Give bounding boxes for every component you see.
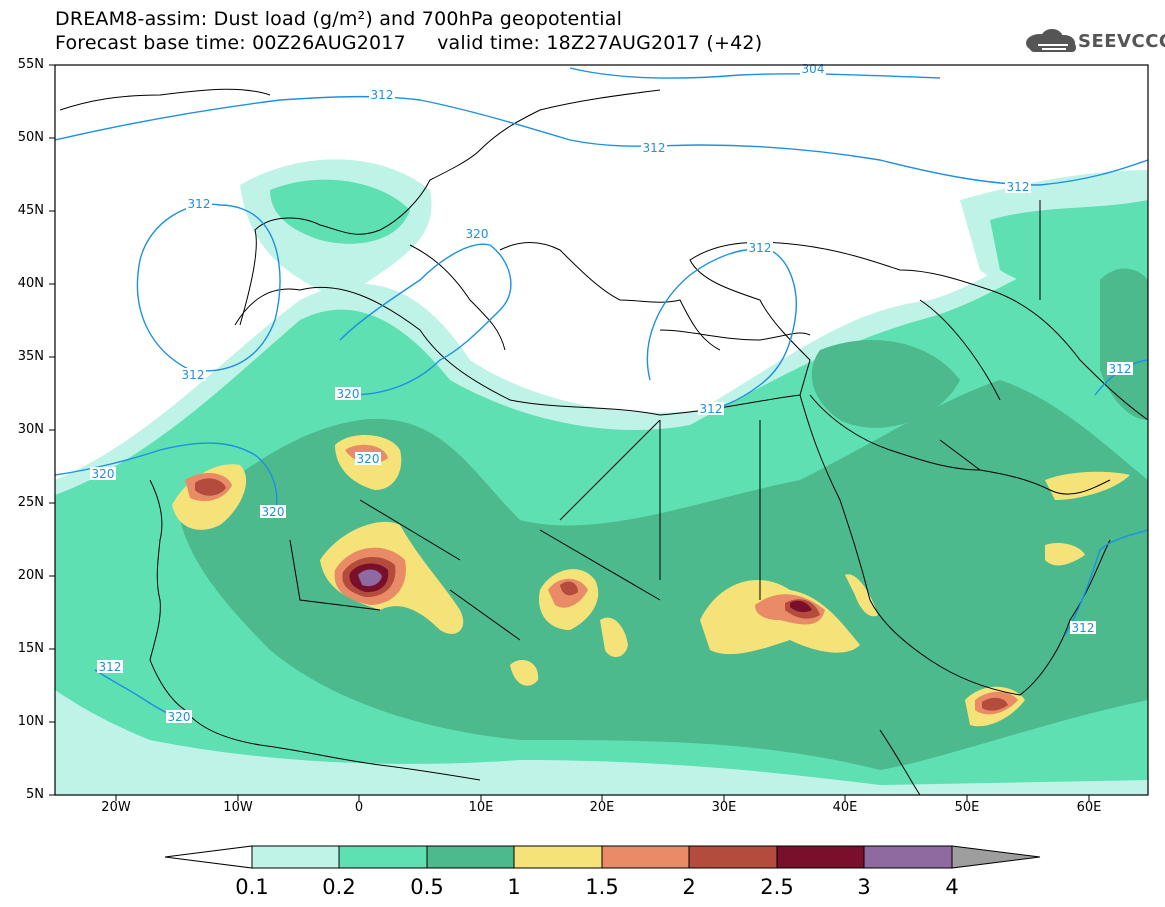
- contour-label: 312: [749, 241, 772, 255]
- lat-label: 5N: [26, 787, 44, 802]
- logo-text: SEEVCCC: [1078, 31, 1165, 52]
- geopotential-contours: [55, 67, 1148, 723]
- colorbar-label: 0.2: [322, 875, 356, 899]
- colorbar-label: 1: [507, 875, 521, 899]
- forecast-times: Forecast base time: 00Z26AUG2017 valid t…: [55, 32, 763, 54]
- lat-label: 20N: [17, 568, 44, 583]
- lat-label: 40N: [17, 276, 44, 291]
- lat-label: 45N: [17, 203, 44, 218]
- contour-label: 312: [1007, 180, 1030, 194]
- contour-label: 304: [802, 62, 825, 76]
- contour-label: 312: [700, 402, 723, 416]
- lon-label: 20E: [589, 800, 615, 815]
- contour-label: 320: [168, 710, 191, 724]
- lon-label: 50E: [954, 800, 980, 815]
- lon-label: 20W: [101, 800, 131, 815]
- lon-label: 40E: [832, 800, 858, 815]
- colorbar-label: 0.5: [410, 875, 444, 899]
- lon-label: 10W: [223, 800, 253, 815]
- lon-label: 60E: [1076, 800, 1102, 815]
- lat-label: 55N: [17, 57, 44, 72]
- contour-label: 312: [182, 368, 205, 382]
- axis-ticks: [49, 64, 1090, 801]
- lat-label: 25N: [17, 495, 44, 510]
- lat-label: 30N: [17, 422, 44, 437]
- contour-label: 320: [92, 467, 115, 481]
- lat-label: 10N: [17, 714, 44, 729]
- contour-label: 320: [357, 452, 380, 466]
- cloud-logo-icon: [1026, 29, 1076, 52]
- contour-label: 320: [337, 387, 360, 401]
- lat-label: 15N: [17, 641, 44, 656]
- lat-label: 35N: [17, 349, 44, 364]
- colorbar-label: 0.1: [235, 875, 269, 899]
- colorbar-label: 4: [945, 875, 959, 899]
- contour-label: 312: [1072, 621, 1095, 635]
- colorbar-label: 2.5: [760, 875, 794, 899]
- lon-label: 0: [354, 800, 364, 815]
- contour-label: 312: [99, 660, 122, 674]
- map-title: DREAM8-assim: Dust load (g/m²) and 700hP…: [55, 8, 623, 30]
- contour-label: 312: [371, 88, 394, 102]
- lon-label: 30E: [711, 800, 737, 815]
- lon-label: 10E: [468, 800, 494, 815]
- colorbar-label: 2: [682, 875, 696, 899]
- contour-label: 320: [466, 227, 489, 241]
- contour-label: 312: [643, 141, 666, 155]
- contour-label: 312: [1109, 362, 1132, 376]
- contour-label: 312: [188, 197, 211, 211]
- colorbar-label: 3: [857, 875, 871, 899]
- contour-label: 320: [262, 505, 285, 519]
- coastlines-borders: [59, 88, 1148, 795]
- colorbar: [164, 845, 1041, 869]
- lat-label: 50N: [17, 130, 44, 145]
- colorbar-label: 1.5: [585, 875, 619, 899]
- contour-labels: 304 312 312 312 312 312 312 312 312 312 …: [90, 62, 1133, 724]
